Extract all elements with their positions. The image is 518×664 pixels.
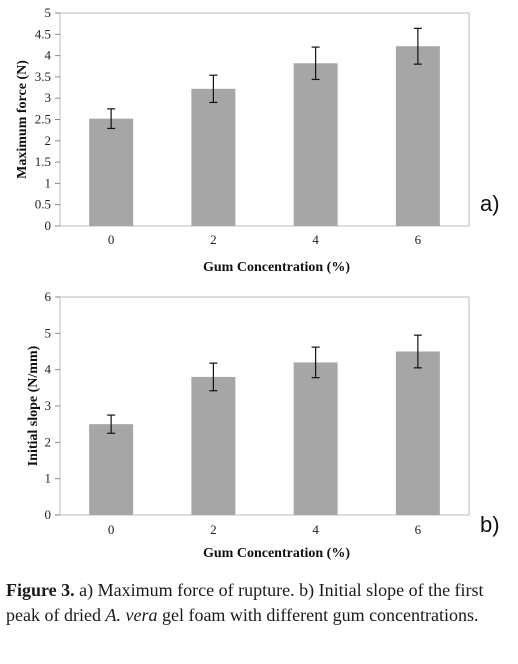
y-tick-label: 4 bbox=[45, 48, 52, 63]
bar bbox=[191, 88, 236, 226]
y-tick-label: 1 bbox=[45, 471, 52, 486]
y-axis-label: Initial slope (N/mm) bbox=[26, 345, 41, 466]
bar bbox=[89, 424, 134, 515]
x-tick-label: 4 bbox=[312, 522, 319, 537]
panel-label: a) bbox=[480, 191, 500, 216]
y-tick-label: 1.5 bbox=[35, 154, 51, 169]
x-tick-label: 6 bbox=[415, 232, 422, 247]
y-tick-label: 6 bbox=[45, 289, 52, 304]
x-tick-label: 0 bbox=[108, 522, 115, 537]
y-tick-label: 0.5 bbox=[35, 197, 51, 212]
bar bbox=[293, 63, 338, 226]
y-axis-label: Maximum force (N) bbox=[15, 60, 30, 179]
chart-max-force: 0 0.5 1 1.5 2 2.5 3 3.5 4 4.5 5 0 2 4 6 Gum Concentrati… bbox=[15, 5, 500, 275]
y-tick-label: 0 bbox=[45, 507, 52, 522]
x-tick-label: 4 bbox=[312, 232, 319, 247]
y-tick-label: 4 bbox=[45, 362, 52, 377]
x-axis-label: Gum Concentration (%) bbox=[203, 260, 350, 275]
y-tick-label: 3 bbox=[45, 398, 52, 413]
y-tick-label: 3.5 bbox=[35, 69, 51, 84]
y-tick-label: 4.5 bbox=[35, 26, 51, 41]
caption-text-2: gel foam with different gum concentratio… bbox=[157, 605, 479, 625]
x-tick-label: 6 bbox=[415, 522, 422, 537]
y-tick-label: 5 bbox=[45, 325, 52, 340]
x-tick-label: 2 bbox=[210, 522, 217, 537]
y-tick-label: 2 bbox=[45, 133, 52, 148]
x-axis-label: Gum Concentration (%) bbox=[203, 546, 350, 561]
bar bbox=[89, 118, 134, 226]
chart-initial-slope: 0 1 2 3 4 5 6 0 2 4 6 Gum Concentration (%) Initial … bbox=[26, 289, 500, 561]
bar bbox=[293, 362, 338, 515]
figure: 0 0.5 1 1.5 2 2.5 3 3.5 4 4.5 5 0 2 4 6 Gum Concentrati… bbox=[15, 5, 500, 561]
caption-text-1: a) Maximum force of rupture. b) Initial … bbox=[6, 580, 484, 625]
figure-caption: Figure 3. a) Maximum force of rupture. b… bbox=[6, 578, 514, 628]
caption-species: A. vera bbox=[105, 605, 158, 625]
y-tick-label: 5 bbox=[45, 5, 52, 20]
panel-label: b) bbox=[480, 512, 500, 537]
caption-label: Figure 3. bbox=[6, 580, 75, 600]
y-tick-label: 0 bbox=[45, 218, 52, 233]
y-tick-label: 2.5 bbox=[35, 112, 51, 127]
y-tick-label: 1 bbox=[45, 175, 52, 190]
bar bbox=[191, 376, 236, 515]
x-tick-label: 2 bbox=[210, 232, 217, 247]
y-tick-label: 3 bbox=[45, 90, 52, 105]
bar bbox=[395, 46, 440, 227]
bar bbox=[395, 351, 440, 515]
y-tick-label: 2 bbox=[45, 434, 52, 449]
x-tick-label: 0 bbox=[108, 232, 115, 247]
